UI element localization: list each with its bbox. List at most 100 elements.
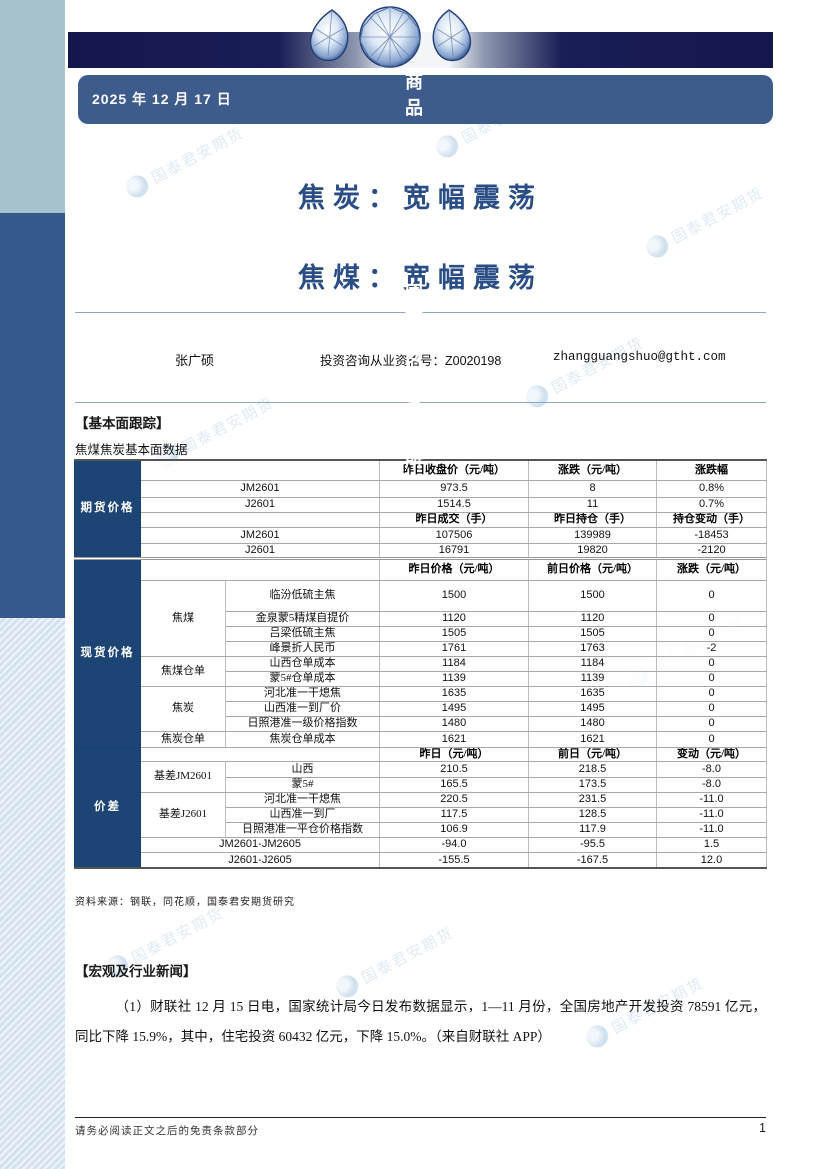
table-cell: 218.5 <box>528 760 657 778</box>
watermark: 国泰君安期货 <box>522 331 647 412</box>
item-name: 河北准一干熄焦 <box>225 791 380 808</box>
fundamentals-table: 期货价格 昨日收盘价（元/吨） 涨跌（元/吨） 涨跌幅 JM2601 973.5… <box>74 459 767 869</box>
table-cell: -8.0 <box>656 760 767 778</box>
table-cell: 0 <box>656 610 767 627</box>
item-name: 焦炭仓单成本 <box>225 730 380 748</box>
table-cell: 173.5 <box>528 776 657 793</box>
item-name: 河北准一干熄焦 <box>225 685 380 702</box>
table-cell: 1.5 <box>656 836 767 853</box>
table-cell: 1635 <box>379 685 529 702</box>
item-name: 峰景折人民币 <box>225 640 380 657</box>
table-cell: 12.0 <box>656 851 767 869</box>
logo-crescent-icon <box>432 131 463 162</box>
report-title-coking-coal: 焦煤：宽幅震荡 <box>298 263 543 293</box>
table-cell: -94.0 <box>379 836 529 853</box>
col-header: 涨跌（元/吨） <box>528 459 657 481</box>
news-paragraph: （1）财联社 12 月 15 日电，国家统计局今日发布数据显示，1—11 月份，… <box>75 999 766 1044</box>
table-cell: -2120 <box>656 542 767 559</box>
table-cell: 117.9 <box>528 821 657 838</box>
col-header: 变动（元/吨） <box>656 746 767 762</box>
table-cell: 0 <box>656 579 767 612</box>
table-cell: 0 <box>656 655 767 672</box>
table-cell: 106.9 <box>379 821 529 838</box>
table-cell: 0 <box>656 730 767 748</box>
page-number: 1 <box>759 1121 766 1135</box>
subgroup-label: 焦煤仓单 <box>140 655 226 687</box>
section-news-header: 【宏观及行业新闻】 <box>75 964 197 979</box>
table-cell: -11.0 <box>656 791 767 808</box>
table-cell: 1139 <box>379 670 529 687</box>
table-cell: 1480 <box>379 715 529 732</box>
table-cell: 128.5 <box>528 806 657 823</box>
col-header: 昨日价格（元/吨） <box>379 556 529 581</box>
sidebar-category-label: 商品研究 <box>403 72 423 176</box>
subgroup-label: 焦炭 <box>140 685 226 732</box>
table-cell: 1500 <box>528 579 657 612</box>
item-name: 蒙5#仓单成本 <box>225 670 380 687</box>
table-cell: 210.5 <box>379 760 529 778</box>
item-name: 临汾低硫主焦 <box>225 579 380 612</box>
blank-cell <box>140 511 380 528</box>
row-group-futures: 期货价格 <box>74 459 141 559</box>
table-cell: 1495 <box>379 700 529 717</box>
subgroup-label: 基差J2601 <box>140 791 226 838</box>
table-cell: 1139 <box>528 670 657 687</box>
divider <box>75 402 766 403</box>
item-name: 山西 <box>225 760 380 778</box>
subgroup-label: 焦炭仓单 <box>140 730 226 748</box>
table-source: 资料来源：钢联，同花顺，国泰君安期货研究 <box>75 897 295 908</box>
table-cell: 1621 <box>379 730 529 748</box>
table-cell: 1480 <box>528 715 657 732</box>
subgroup-label: 焦煤 <box>140 579 226 657</box>
table-cell: 231.5 <box>528 791 657 808</box>
analyst-row: 张广硕 投资咨询从业资格号：Z0020198 zhangguangshuo@gt… <box>75 350 766 370</box>
contract-name: JM2601 <box>140 526 380 544</box>
table-cell: -167.5 <box>528 851 657 869</box>
calendar-spread-name: JM2601-JM2605 <box>140 836 380 853</box>
table-cell: 19820 <box>528 542 657 559</box>
footer-divider <box>75 1117 766 1118</box>
table-cell: 0.7% <box>656 496 767 513</box>
section-fundamentals-header: 【基本面跟踪】 <box>75 416 170 431</box>
calendar-spread-name: J2601-J2605 <box>140 851 380 869</box>
analyst-email: zhangguangshuo@gtht.com <box>553 350 726 364</box>
blank-cell <box>140 459 380 481</box>
table-cell: 0 <box>656 685 767 702</box>
table-cell: -155.5 <box>379 851 529 869</box>
diamond-logo-icon <box>288 1 493 74</box>
divider <box>75 312 766 313</box>
sidebar-top-band <box>0 0 65 213</box>
col-header: 前日（元/吨） <box>528 746 657 762</box>
watermark: 国泰君安期货 <box>332 921 457 1002</box>
sidebar-institute-label: 国泰君安期货研究所 <box>403 283 423 472</box>
watermark-text: 国泰君安期货 <box>359 924 457 987</box>
report-title-coke: 焦炭：宽幅震荡 <box>298 183 543 213</box>
col-header: 涨跌（元/吨） <box>656 556 767 581</box>
sidebar-bottom-band <box>0 618 65 1169</box>
item-name: 吕梁低硫主焦 <box>225 625 380 642</box>
item-name: 山西仓单成本 <box>225 655 380 672</box>
table-cell: 11 <box>528 496 657 513</box>
table-cell: 1184 <box>528 655 657 672</box>
table-cell: -18453 <box>656 526 767 544</box>
item-name: 金泉蒙5精煤自提价 <box>225 610 380 627</box>
table-caption: 焦煤焦炭基本面数据 <box>75 443 188 457</box>
table-cell: -95.5 <box>528 836 657 853</box>
table-cell: 1120 <box>528 610 657 627</box>
table-cell: 1495 <box>528 700 657 717</box>
table-cell: 1500 <box>379 579 529 612</box>
col-header: 昨日（元/吨） <box>379 746 529 762</box>
table-cell: 139989 <box>528 526 657 544</box>
table-cell: -11.0 <box>656 821 767 838</box>
table-cell: -11.0 <box>656 806 767 823</box>
table-cell: 8 <box>528 479 657 498</box>
col-header: 涨跌幅 <box>656 459 767 481</box>
item-name: 山西准一到厂价 <box>225 700 380 717</box>
logo-crescent-icon <box>522 381 553 412</box>
table-cell: 1621 <box>528 730 657 748</box>
col-header: 持仓变动（手） <box>656 511 767 528</box>
blank-cell <box>140 556 380 581</box>
table-cell: 16791 <box>379 542 529 559</box>
table-cell: 1514.5 <box>379 496 529 513</box>
subgroup-label: 基差JM2601 <box>140 760 226 793</box>
